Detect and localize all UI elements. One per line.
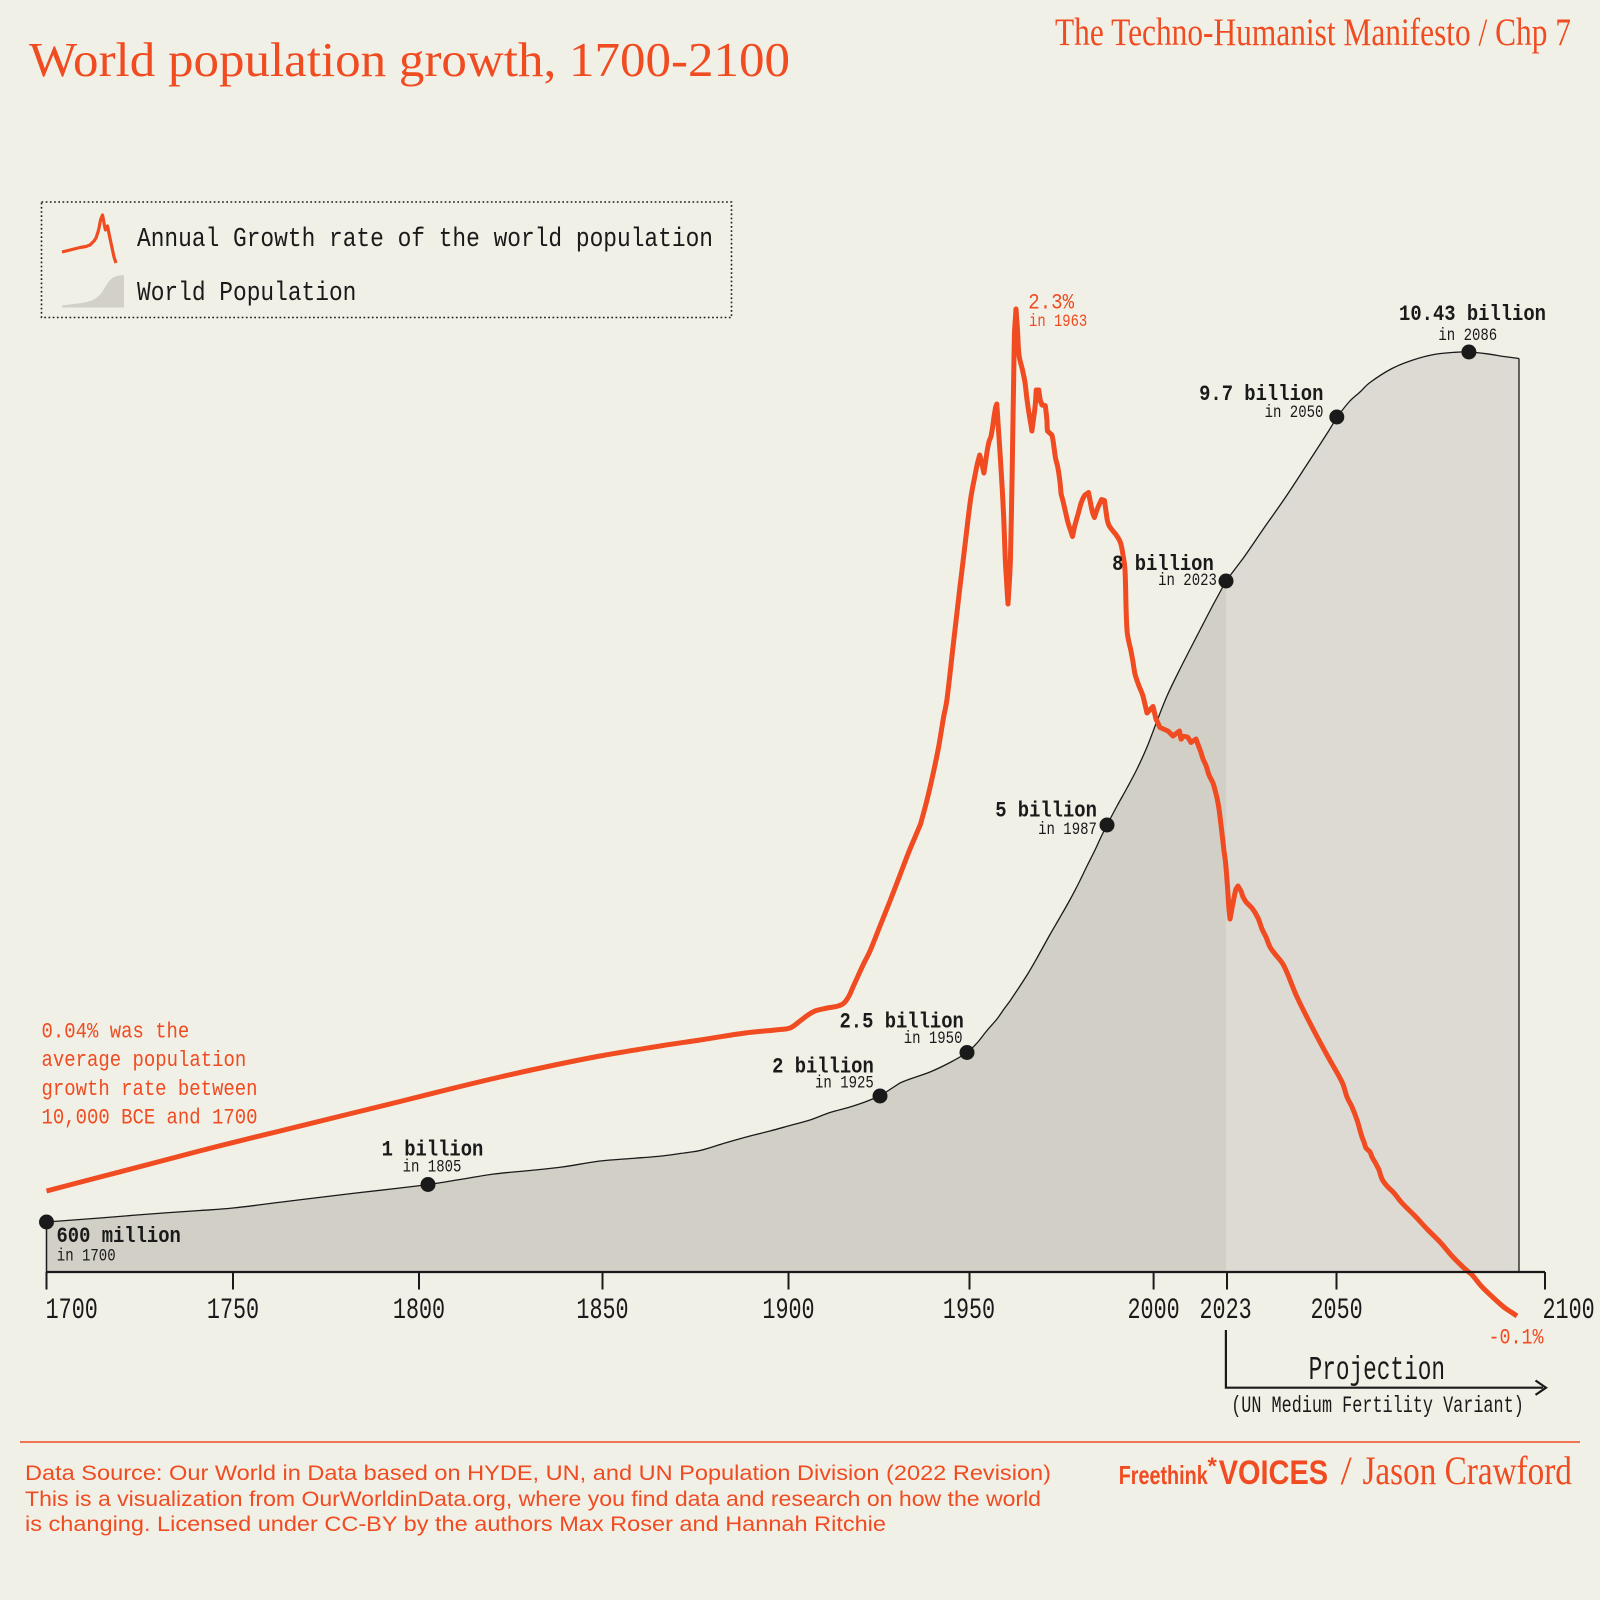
svg-text:1900: 1900	[762, 1294, 814, 1327]
svg-text:in 1805: in 1805	[403, 1159, 462, 1178]
svg-text:2050: 2050	[1311, 1294, 1363, 1327]
svg-text:1700: 1700	[46, 1294, 98, 1327]
svg-text:This is a visualization from O: This is a visualization from OurWorldinD…	[25, 1488, 1041, 1511]
svg-text:1850: 1850	[576, 1294, 628, 1327]
svg-text:10.43 billion: 10.43 billion	[1399, 301, 1546, 327]
svg-text:Freethink: Freethink	[1119, 1460, 1208, 1490]
svg-text:Data Source: Our World in Data: Data Source: Our World in Data based on …	[25, 1462, 1051, 1485]
svg-text:in 1925: in 1925	[815, 1075, 874, 1094]
svg-text:World population growth, 1700-: World population growth, 1700-2100	[29, 34, 790, 87]
svg-text:growth rate between: growth rate between	[42, 1077, 258, 1102]
svg-text:600 million: 600 million	[57, 1223, 181, 1249]
svg-text:2 billion: 2 billion	[772, 1054, 874, 1080]
svg-text:World Population: World Population	[137, 279, 356, 309]
svg-text:1800: 1800	[393, 1294, 445, 1327]
svg-text:2.3%: 2.3%	[1028, 290, 1074, 316]
svg-text:in 2050: in 2050	[1265, 404, 1324, 423]
svg-text:in 1987: in 1987	[1038, 821, 1097, 840]
svg-text:in 1700: in 1700	[57, 1247, 116, 1266]
svg-text:Projection: Projection	[1309, 1351, 1445, 1389]
svg-text:is changing. Licensed under CC: is changing. Licensed under CC-BY by the…	[25, 1513, 886, 1536]
svg-text:VOICES: VOICES	[1219, 1454, 1328, 1492]
svg-text:8 billion: 8 billion	[1112, 551, 1214, 577]
svg-text:10,000 BCE and 1700: 10,000 BCE and 1700	[42, 1106, 258, 1131]
svg-text:*: *	[1208, 1453, 1218, 1480]
svg-text:2023: 2023	[1200, 1294, 1252, 1327]
svg-text:in 2023: in 2023	[1158, 572, 1217, 591]
svg-text:Jason Crawford: Jason Crawford	[1363, 1448, 1572, 1493]
svg-text:average population: average population	[42, 1048, 247, 1073]
svg-text:9.7 billion: 9.7 billion	[1199, 381, 1323, 407]
svg-text:2.5 billion: 2.5 billion	[840, 1009, 964, 1035]
svg-text:/: /	[1341, 1448, 1353, 1493]
svg-text:in 1950: in 1950	[904, 1030, 963, 1049]
svg-text:-0.1%: -0.1%	[1489, 1325, 1544, 1351]
svg-text:The Techno-Humanist Manifesto: The Techno-Humanist Manifesto / Chp 7	[1055, 11, 1571, 54]
svg-text:in 1963: in 1963	[1029, 313, 1087, 332]
svg-text:1 billion: 1 billion	[382, 1137, 484, 1163]
svg-text:in 2086: in 2086	[1438, 327, 1497, 346]
svg-text:2100: 2100	[1543, 1294, 1595, 1327]
svg-text:0.04% was the: 0.04% was the	[42, 1020, 190, 1045]
svg-text:Annual Growth rate of the worl: Annual Growth rate of the world populati…	[137, 225, 713, 255]
svg-text:2000: 2000	[1128, 1294, 1180, 1327]
svg-text:1750: 1750	[207, 1294, 259, 1327]
svg-text:1950: 1950	[943, 1294, 995, 1327]
svg-text:(UN Medium Fertility Variant): (UN Medium Fertility Variant)	[1231, 1393, 1524, 1419]
svg-text:5 billion: 5 billion	[995, 798, 1097, 824]
